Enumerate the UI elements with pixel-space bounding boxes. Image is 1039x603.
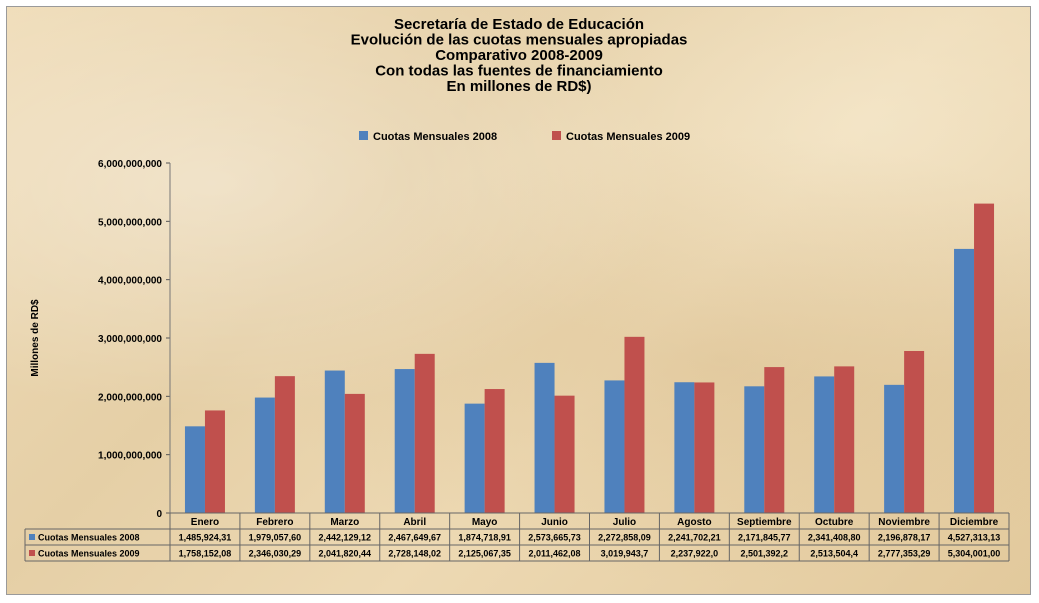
bar xyxy=(624,336,645,513)
bar xyxy=(394,369,415,513)
bar xyxy=(274,376,295,513)
chart-title-line: Con todas las fuentes de financiamiento xyxy=(375,63,663,80)
table-series-name: Cuotas Mensuales 2009 xyxy=(38,549,140,559)
bar xyxy=(834,366,855,513)
chart-title-line: Comparativo 2008-2009 xyxy=(435,47,603,64)
table-cell-value: 2,573,665,73 xyxy=(528,533,581,543)
table-cell-value: 2,196,878,17 xyxy=(878,533,931,543)
x-category-label: Septiembre xyxy=(737,517,792,528)
x-category-label: Marzo xyxy=(330,517,359,528)
bar xyxy=(694,382,715,513)
table-cell-value: 2,346,030,29 xyxy=(249,549,302,559)
x-category-label: Julio xyxy=(613,517,636,528)
legend-label: Cuotas Mensuales 2008 xyxy=(373,131,497,143)
table-cell-value: 2,241,702,21 xyxy=(668,533,721,543)
table-cell-value: 2,237,922,0 xyxy=(671,549,719,559)
table-legend-key xyxy=(29,550,35,556)
table-cell-value: 2,777,353,29 xyxy=(878,549,931,559)
table-series-name: Cuotas Mensuales 2008 xyxy=(38,533,140,543)
table-cell-value: 1,874,718,91 xyxy=(458,533,511,543)
x-category-label: Diciembre xyxy=(950,517,999,528)
y-tick-label: 5,000,000,000 xyxy=(98,217,162,228)
bar xyxy=(204,410,225,513)
table-cell-value: 2,125,067,35 xyxy=(458,549,511,559)
x-category-label: Febrero xyxy=(256,517,293,528)
x-category-label: Abril xyxy=(403,517,426,528)
table-cell-value: 2,501,392,2 xyxy=(741,549,789,559)
bar xyxy=(974,203,995,513)
chart-title-line: Secretaría de Estado de Educación xyxy=(394,16,644,33)
bar xyxy=(184,426,205,513)
table-cell-value: 2,041,820,44 xyxy=(319,549,372,559)
bar xyxy=(814,376,835,513)
bar xyxy=(344,393,365,513)
chart-title-line: Evolución de las cuotas mensuales apropi… xyxy=(351,32,688,49)
table-cell-value: 1,485,924,31 xyxy=(179,533,232,543)
y-tick-label: 0 xyxy=(156,509,162,520)
x-category-label: Mayo xyxy=(472,517,498,528)
y-tick-label: 2,000,000,000 xyxy=(98,392,162,403)
table-cell-value: 2,341,408,80 xyxy=(808,533,861,543)
x-category-label: Octubre xyxy=(815,517,854,528)
bar xyxy=(604,380,625,513)
x-category-label: Junio xyxy=(541,517,568,528)
table-cell-value: 2,272,858,09 xyxy=(598,533,651,543)
bar xyxy=(464,403,485,513)
table-cell-value: 2,467,649,67 xyxy=(388,533,441,543)
bar xyxy=(674,382,695,513)
x-category-label: Agosto xyxy=(677,517,711,528)
bar xyxy=(554,395,575,513)
table-cell-value: 1,979,057,60 xyxy=(249,533,302,543)
table-cell-value: 2,728,148,02 xyxy=(388,549,441,559)
table-cell-value: 1,758,152,08 xyxy=(179,549,232,559)
bar xyxy=(884,384,905,513)
table-cell-value: 2,442,129,12 xyxy=(319,533,372,543)
legend-label: Cuotas Mensuales 2009 xyxy=(566,131,690,143)
bar xyxy=(484,389,505,513)
table-cell-value: 2,513,504,4 xyxy=(810,549,858,559)
bar xyxy=(534,362,555,513)
x-category-label: Noviembre xyxy=(878,517,930,528)
bar xyxy=(904,350,925,513)
table-legend-key xyxy=(29,534,35,540)
table-cell-value: 2,171,845,77 xyxy=(738,533,791,543)
chart-title-line: En millones de RD$) xyxy=(446,78,591,95)
bar xyxy=(324,370,345,513)
bar xyxy=(764,367,785,513)
table-cell-value: 4,527,313,13 xyxy=(948,533,1001,543)
table-cell-value: 5,304,001,00 xyxy=(948,549,1001,559)
y-tick-label: 6,000,000,000 xyxy=(98,159,162,170)
bar xyxy=(414,353,435,513)
legend-swatch xyxy=(552,131,561,140)
y-tick-label: 3,000,000,000 xyxy=(98,334,162,345)
bar xyxy=(254,397,275,513)
y-tick-label: 4,000,000,000 xyxy=(98,276,162,287)
chart-area: Secretaría de Estado de Educación Evoluci… xyxy=(6,6,1031,595)
table-cell-value: 3,019,943,7 xyxy=(601,549,649,559)
legend-swatch xyxy=(359,131,368,140)
y-tick-label: 1,000,000,000 xyxy=(98,451,162,462)
y-axis-label: Millones de RD$ xyxy=(30,299,41,377)
bar-chart: Secretaría de Estado de EducaciónEvoluci… xyxy=(24,16,1010,562)
bar xyxy=(744,386,765,513)
table-cell-value: 2,011,462,08 xyxy=(529,549,581,559)
x-category-label: Enero xyxy=(191,517,219,528)
bar xyxy=(954,248,975,513)
